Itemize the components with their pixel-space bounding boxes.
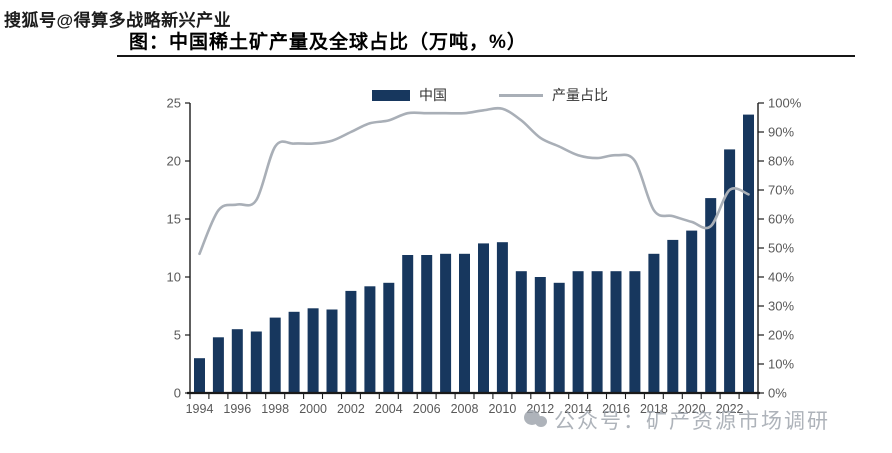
bar-2019 <box>667 239 679 393</box>
chart-title: 图：中国稀土矿产量及全球占比（万吨，%） <box>129 32 527 53</box>
bar-2022 <box>724 149 736 393</box>
bar-2003 <box>364 286 376 393</box>
left-tick-label: 10 <box>167 270 181 285</box>
right-tick-label: 70% <box>768 183 794 198</box>
x-tick-label: 2020 <box>678 402 706 416</box>
bar-1998 <box>269 317 281 393</box>
x-tick-label: 2016 <box>602 402 630 416</box>
right-tick-label: 10% <box>768 357 794 372</box>
legend-label-china: 中国 <box>419 87 447 103</box>
bar-swatch-icon <box>372 89 410 101</box>
right-tick-label: 90% <box>768 125 794 140</box>
legend-item-share: 产量占比 <box>499 85 608 105</box>
x-tick-label: 2008 <box>451 402 479 416</box>
bar-2013 <box>553 282 565 393</box>
right-tick-label: 60% <box>768 212 794 227</box>
left-tick-label: 5 <box>174 328 181 343</box>
x-tick-label: 1996 <box>223 402 251 416</box>
left-tick-label: 25 <box>167 96 181 111</box>
bar-2001 <box>326 309 338 393</box>
right-tick-label: 20% <box>768 328 794 343</box>
x-tick-label: 1994 <box>186 402 214 416</box>
bar-2005 <box>402 255 414 393</box>
title-underline <box>117 55 855 57</box>
right-tick-label: 0% <box>768 386 787 401</box>
x-tick-label: 2018 <box>640 402 668 416</box>
bar-2015 <box>591 271 603 393</box>
left-tick-label: 20 <box>167 154 181 169</box>
wechat-watermark: 公众号：矿产资源市场调研 <box>524 405 830 435</box>
bar-2010 <box>496 242 508 393</box>
legend-item-china: 中国 <box>372 85 447 105</box>
bar-2011 <box>515 271 527 393</box>
bar-2007 <box>440 253 452 393</box>
bar-2009 <box>478 243 489 393</box>
bar-2020 <box>686 230 698 393</box>
right-tick-label: 30% <box>768 299 794 314</box>
x-tick-label: 2022 <box>716 402 744 416</box>
x-tick-label: 2010 <box>488 402 516 416</box>
wechat-watermark-text: 公众号：矿产资源市场调研 <box>554 410 830 433</box>
line-swatch-icon <box>499 93 543 97</box>
bar-1997 <box>250 331 262 393</box>
bar-1999 <box>288 311 300 393</box>
right-tick-label: 100% <box>768 96 802 111</box>
bar-2006 <box>421 255 433 393</box>
bar-1995 <box>212 337 224 393</box>
bar-2008 <box>459 253 470 393</box>
bar-2012 <box>534 277 546 393</box>
bar-2017 <box>629 271 641 393</box>
share-line <box>198 106 750 256</box>
left-tick-label: 0 <box>174 386 181 401</box>
bar-1994 <box>194 358 205 393</box>
legend-label-share: 产量占比 <box>552 87 608 103</box>
bar-2021 <box>705 198 717 393</box>
x-tick-label: 2006 <box>413 402 441 416</box>
bar-1996 <box>231 329 243 393</box>
chat-bubbles-icon <box>524 410 548 430</box>
bar-2000 <box>307 308 319 393</box>
x-tick-label: 2000 <box>299 402 327 416</box>
bar-2002 <box>345 290 357 393</box>
bar-2023 <box>743 114 754 393</box>
x-tick-label: 1998 <box>261 402 289 416</box>
x-tick-label: 2014 <box>564 402 592 416</box>
bar-2004 <box>383 282 395 393</box>
right-tick-label: 50% <box>768 241 794 256</box>
right-tick-label: 80% <box>768 154 794 169</box>
x-tick-label: 2002 <box>337 402 365 416</box>
x-tick-label: 2004 <box>375 402 403 416</box>
legend: 中国 产量占比 <box>372 85 608 105</box>
right-tick-label: 40% <box>768 270 794 285</box>
bar-2014 <box>572 271 584 393</box>
sohu-watermark: 搜狐号@得算多战略新兴产业 <box>4 11 232 30</box>
bar-2016 <box>610 271 622 393</box>
bar-2018 <box>648 253 660 393</box>
left-tick-label: 15 <box>167 212 181 227</box>
